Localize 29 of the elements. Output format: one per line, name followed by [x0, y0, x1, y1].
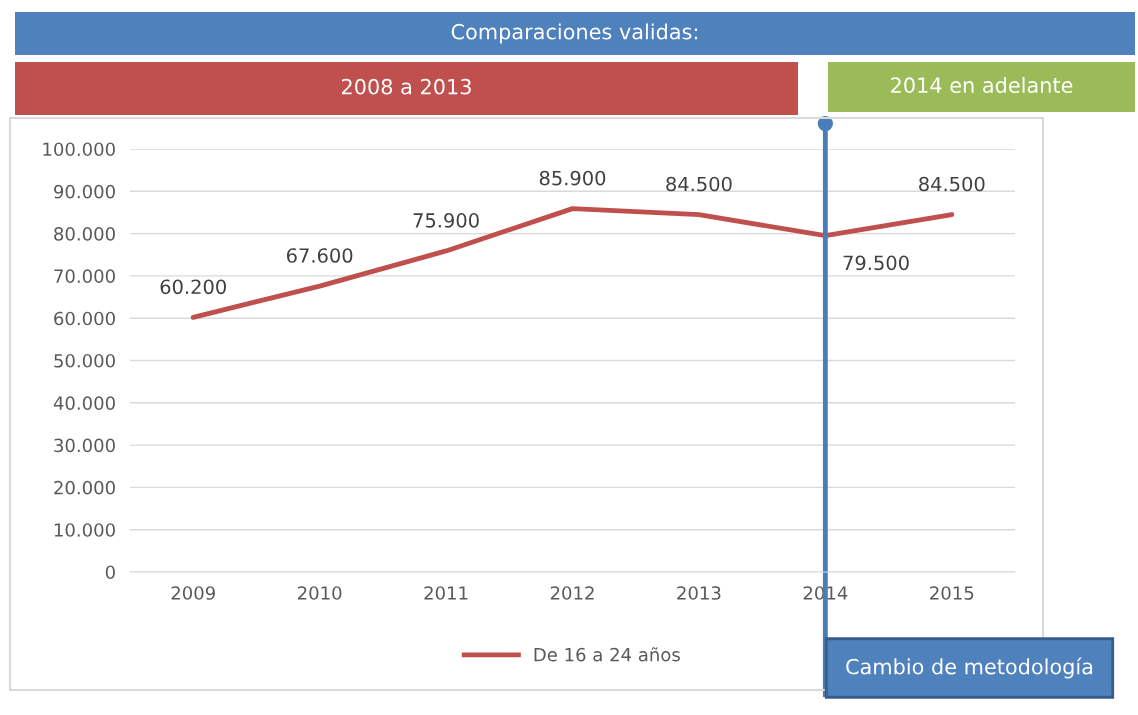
y-tick-label: 50.000: [54, 353, 115, 368]
y-tick-label: 40.000: [53, 396, 115, 410]
text: 2014 en adelante: [891, 76, 1073, 94]
x-tick-label: 2015: [930, 586, 974, 600]
x-tick-label: 2012: [550, 586, 594, 600]
ref-line-label: Cambio de metodología: [846, 657, 1093, 679]
y-tick-label: 100.000: [43, 142, 115, 157]
y-tick-label: 10.000: [54, 523, 115, 537]
x-tick-label: 2011: [424, 586, 468, 600]
x-tick-label: 2010: [297, 586, 342, 600]
legend-label: De 16 a 24 años: [534, 647, 680, 662]
data-label: 84.500: [666, 176, 732, 192]
y-tick-label: 0: [105, 565, 115, 580]
text: 2008 a 2013: [342, 78, 471, 95]
y-tick-label: 90.000: [54, 184, 115, 199]
x-tick-label: 2013: [677, 586, 721, 600]
data-label: 60.200: [160, 279, 226, 295]
text: Comparaciones validas:: [451, 23, 698, 44]
data-label: 85.900: [539, 170, 606, 186]
y-tick-label: 60.000: [54, 311, 115, 326]
y-tick-label: 70.000: [54, 269, 115, 284]
y-tick-label: 30.000: [54, 438, 115, 453]
data-label: 79.500: [843, 255, 909, 271]
data-label: 84.500: [919, 176, 985, 192]
data-label: 67.600: [286, 248, 353, 263]
data-label: 75.900: [413, 213, 479, 228]
y-tick-label: 20.000: [54, 480, 115, 495]
x-tick-label: 2009: [171, 586, 215, 600]
y-tick-label: 80.000: [54, 227, 115, 241]
